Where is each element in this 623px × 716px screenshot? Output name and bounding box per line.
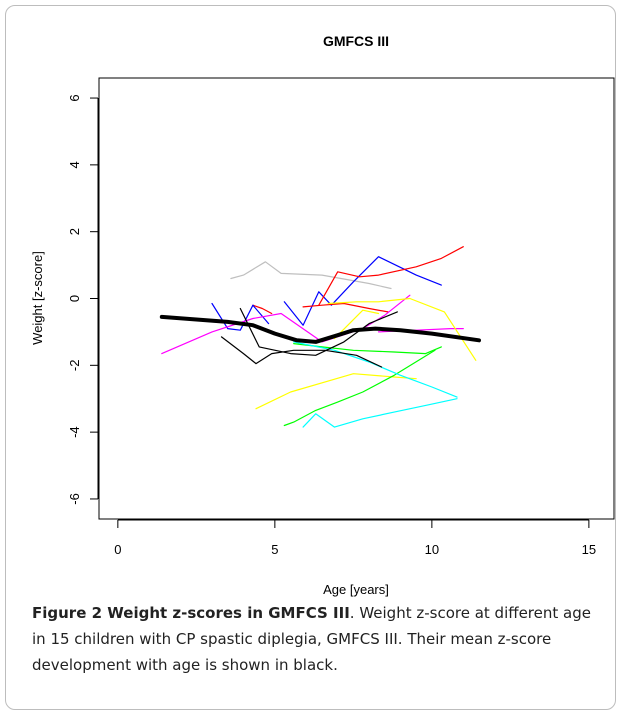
series-line-14 [302, 398, 458, 428]
series-line-2 [283, 256, 442, 326]
series-line-3 [318, 246, 464, 306]
series-line-10 [255, 373, 417, 410]
y-tick-label: 2 [67, 228, 82, 235]
series-line-4 [302, 302, 389, 313]
x-tick-label: 5 [271, 542, 278, 557]
axis-layer: 0 5 10 15 -6 -4 -2 0 2 4 6 [67, 94, 596, 557]
caption-text: . Weight z-score at different age in 15 … [32, 604, 591, 674]
series-line-9 [327, 297, 477, 361]
series-line-15 [293, 341, 458, 398]
y-tick-label: 4 [67, 161, 82, 168]
x-tick-label: 10 [425, 542, 439, 557]
chart: GMFCS III 0 5 10 15 -6 -4 -2 0 2 4 6 Age [years] W… [30, 33, 615, 597]
series-line-1 [230, 261, 392, 290]
series-line-7 [161, 294, 411, 355]
series-line-13 [293, 343, 442, 355]
series-line-5 [252, 304, 273, 315]
caption-label: Figure 2 Weight z-scores in GMFCS III [32, 604, 350, 622]
chart-title: GMFCS III [323, 33, 389, 49]
y-tick-label: -2 [67, 360, 82, 372]
x-tick-label: 0 [114, 542, 121, 557]
series-line-12 [283, 349, 436, 427]
figure-caption: Figure 2 Weight z-scores in GMFCS III. W… [32, 600, 602, 678]
plot-area [98, 77, 615, 520]
y-tick-label: -6 [67, 493, 82, 505]
mean-series-line [159, 314, 481, 344]
series-layer [159, 246, 481, 428]
series-line-17 [239, 307, 398, 356]
y-tick-label: -4 [67, 426, 82, 438]
y-tick-label: 0 [67, 295, 82, 302]
figure-frame [5, 5, 616, 710]
x-axis-label: Age [years] [323, 582, 389, 597]
series-line-11 [333, 309, 380, 340]
y-tick-label: 6 [67, 94, 82, 101]
y-axis-label: Weight [z-score] [30, 251, 45, 345]
x-tick-label: 15 [582, 542, 596, 557]
